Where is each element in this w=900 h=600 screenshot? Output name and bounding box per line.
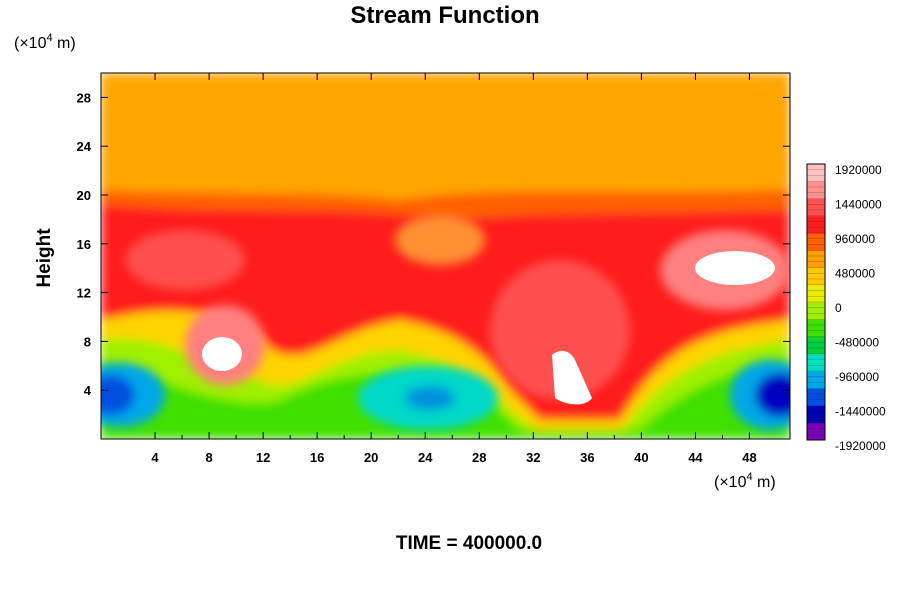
colorbar-tick-label: 960000 [835, 232, 875, 246]
colorbar-tick-label: -1920000 [835, 439, 886, 453]
field-blob-blue-right [755, 373, 790, 417]
y-tick-label: 8 [84, 334, 91, 349]
y-tick-label: 28 [77, 90, 91, 105]
colorbar-swatch [807, 302, 825, 320]
colorbar-swatch [807, 181, 825, 199]
x-tick-label: 28 [472, 450, 486, 465]
colorbar-tick-label: 1920000 [835, 163, 882, 177]
y-axis-label: Height [34, 228, 55, 288]
x-tick-label: 16 [310, 450, 324, 465]
time-label: TIME = 400000.0 [396, 533, 542, 554]
x-unit-label: (×104 m) [714, 471, 776, 491]
colorbar-swatch [807, 284, 825, 303]
colorbar-tick-label: 480000 [835, 267, 875, 281]
y-tick-label: 20 [77, 188, 91, 203]
field-blob-pink-left [125, 230, 245, 290]
colorbar-frame [806, 163, 826, 441]
x-axis: 4 8 12 16 20 24 28 32 36 40 44 48 [151, 73, 757, 465]
colorbar-tick-label: 1440000 [835, 198, 882, 212]
x-tick-label: 8 [205, 450, 212, 465]
field-layer [101, 73, 790, 439]
x-tick-label: 40 [634, 450, 648, 465]
colorbar-swatch [807, 267, 825, 286]
colorbar-swatch [807, 164, 825, 182]
field-blob-pink-mid [490, 260, 630, 400]
y-tick-label: 24 [77, 139, 92, 154]
colorbar-swatch [807, 336, 825, 355]
field-white-max-left [202, 337, 242, 371]
x-tick-label: 48 [742, 450, 756, 465]
colorbar: 1920000 1440000 960000 480000 0 -480000 -96000… [806, 163, 886, 453]
x-tick-label: 36 [580, 450, 594, 465]
field-white-max-right [695, 251, 775, 285]
field-blob-blue-left [101, 375, 135, 415]
x-tick-label: 20 [364, 450, 378, 465]
colorbar-swatch [807, 198, 825, 217]
colorbar-tick-label: -960000 [835, 370, 879, 384]
colorbar-swatch [807, 422, 825, 441]
x-tick-label: 32 [526, 450, 540, 465]
colorbar-swatch [807, 405, 825, 424]
y-tick-label: 16 [77, 237, 91, 252]
colorbar-swatch [807, 250, 825, 268]
colorbar-tick-label: -480000 [835, 336, 879, 350]
colorbar-swatch [807, 319, 825, 337]
y-axis: 4 8 12 16 20 24 28 [77, 90, 790, 398]
colorbar-swatch [807, 215, 825, 234]
colorbar-swatch [807, 353, 825, 372]
field-white-max-mid [552, 350, 592, 405]
x-tick-label: 12 [256, 450, 270, 465]
colorbar-tick-label: 0 [835, 301, 842, 315]
y-tick-label: 12 [77, 286, 91, 301]
y-unit-label: (×104 m) [14, 32, 76, 52]
chart-title: Stream Function [350, 2, 539, 29]
plot-frame [100, 72, 791, 440]
colorbar-swatch [807, 388, 825, 406]
x-tick-label: 24 [418, 450, 433, 465]
y-tick-label: 4 [84, 383, 92, 398]
colorbar-swatch [807, 233, 825, 251]
field-blob-blue-mid [405, 386, 455, 410]
x-tick-label: 44 [688, 450, 703, 465]
colorbar-swatch [807, 371, 825, 389]
x-tick-label: 4 [151, 450, 159, 465]
field-blob-orange-mid [395, 215, 485, 265]
colorbar-tick-label: -1440000 [835, 405, 886, 419]
